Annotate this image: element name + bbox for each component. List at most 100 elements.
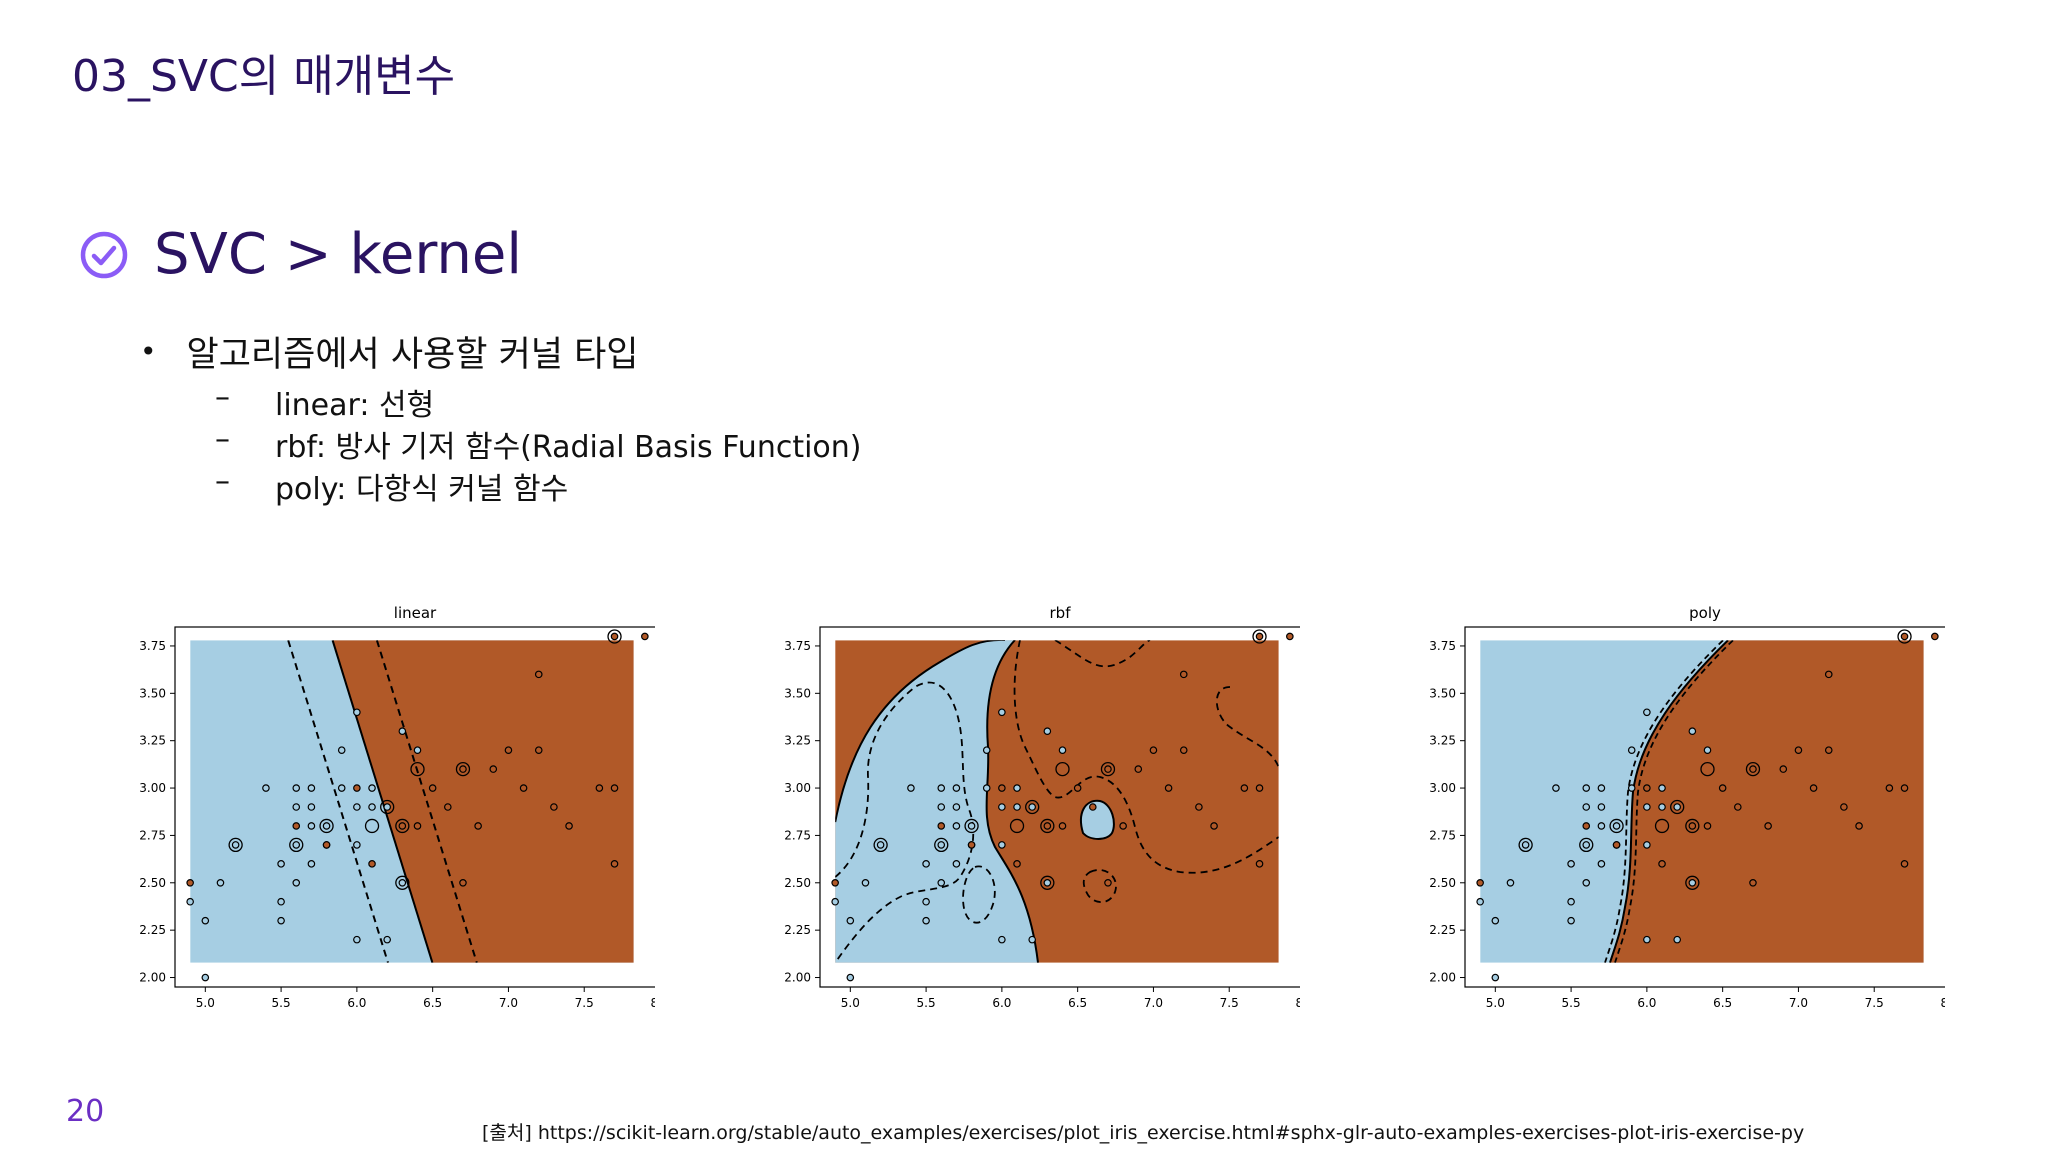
data-point bbox=[534, 670, 543, 679]
support-vector bbox=[289, 837, 304, 853]
data-point bbox=[1476, 878, 1484, 887]
data-point bbox=[1058, 746, 1067, 754]
data-point bbox=[1476, 897, 1484, 906]
data-point bbox=[1491, 973, 1500, 982]
data-point bbox=[337, 746, 346, 754]
chart-title: poly bbox=[1689, 604, 1721, 622]
data-point bbox=[1809, 784, 1818, 792]
data-point bbox=[1703, 746, 1712, 754]
support-vector bbox=[1685, 818, 1700, 834]
data-point bbox=[876, 841, 885, 849]
y-tick-label: 2.75 bbox=[139, 828, 166, 842]
support-vector bbox=[1609, 818, 1624, 834]
data-point bbox=[1643, 708, 1651, 717]
chart-title: linear bbox=[394, 604, 437, 622]
support-vector bbox=[1009, 818, 1025, 834]
data-point bbox=[1627, 746, 1636, 754]
support-vector bbox=[1579, 837, 1594, 853]
dash: – bbox=[215, 422, 230, 457]
y-tick-label: 3.25 bbox=[139, 734, 166, 748]
y-tick-label: 2.75 bbox=[1429, 828, 1456, 842]
data-point bbox=[322, 841, 331, 849]
data-point bbox=[1612, 822, 1621, 830]
data-point bbox=[1794, 746, 1803, 754]
y-axis: 2.00 2.25 2.50 2.75 3.00 3.25 3.50 3.75 bbox=[784, 639, 820, 985]
margin-line bbox=[1082, 869, 1117, 904]
data-point bbox=[831, 897, 839, 906]
data-point bbox=[952, 803, 961, 811]
data-point bbox=[519, 784, 528, 792]
y-axis: 2.00 2.25 2.50 2.75 3.00 3.25 3.50 3.75 bbox=[139, 639, 175, 985]
data-point bbox=[1734, 803, 1742, 811]
x-tick-label: 6.0 bbox=[992, 996, 1011, 1010]
data-point bbox=[550, 803, 558, 811]
support-vector bbox=[410, 761, 425, 777]
section-title: SVC > kernel bbox=[154, 222, 522, 287]
margin-line bbox=[962, 865, 996, 924]
data-point bbox=[383, 935, 391, 944]
data-point bbox=[1900, 860, 1909, 868]
support-vector bbox=[1897, 629, 1912, 644]
x-tick-label: 6.0 bbox=[347, 996, 366, 1010]
data-point bbox=[1240, 784, 1249, 792]
x-tick-label: 6.5 bbox=[1068, 996, 1087, 1010]
support-vector bbox=[1055, 761, 1070, 777]
data-point bbox=[937, 784, 946, 792]
sub-item-rbf: – rbf: 방사 기저 함수(Radial Basis Function) bbox=[215, 422, 862, 466]
chart-poly: poly 5.05.56.06.57.07.58.0 2.002.252.502… bbox=[1429, 604, 1945, 1010]
support-vector bbox=[319, 818, 334, 834]
data-point bbox=[459, 878, 467, 887]
support-vector bbox=[455, 761, 471, 777]
y-tick-label: 2.25 bbox=[784, 923, 811, 937]
data-point bbox=[967, 822, 976, 830]
x-axis: 5.0 5.5 6.0 6.5 7.0 7.5 8.0 bbox=[196, 987, 655, 1010]
data-point bbox=[353, 708, 361, 717]
data-point bbox=[1688, 878, 1697, 887]
data-point bbox=[1688, 727, 1697, 736]
y-tick-label: 2.50 bbox=[784, 876, 811, 890]
data-point bbox=[937, 878, 946, 887]
y-tick-label: 3.50 bbox=[784, 686, 811, 700]
data-point bbox=[1119, 822, 1127, 830]
data-point bbox=[292, 803, 301, 811]
data-point bbox=[1043, 727, 1052, 736]
y-tick-label: 2.50 bbox=[139, 876, 166, 890]
data-point bbox=[1013, 860, 1021, 868]
support-vector bbox=[1700, 761, 1715, 777]
support-vector bbox=[1518, 837, 1533, 853]
data-point bbox=[1043, 822, 1052, 830]
data-point bbox=[1210, 822, 1218, 830]
data-point bbox=[368, 860, 376, 868]
data-point bbox=[1673, 803, 1681, 811]
data-point bbox=[1703, 822, 1712, 830]
y-tick-label: 3.50 bbox=[139, 686, 166, 700]
x-tick-label: 7.5 bbox=[1865, 996, 1884, 1010]
data-point bbox=[952, 784, 961, 792]
data-point bbox=[307, 803, 316, 811]
sub-item-text: linear: 선형 bbox=[275, 388, 435, 423]
section-heading: SVC > kernel bbox=[78, 222, 522, 287]
chart-title: rbf bbox=[1050, 604, 1072, 622]
data-point bbox=[262, 784, 270, 792]
x-axis: 5.0 5.5 6.0 6.5 7.0 7.5 8.0 bbox=[841, 987, 1300, 1010]
data-point bbox=[1149, 746, 1158, 754]
data-point bbox=[982, 784, 991, 792]
x-tick-label: 5.5 bbox=[1562, 996, 1581, 1010]
x-tick-label: 6.5 bbox=[1713, 996, 1732, 1010]
support-vector bbox=[1252, 629, 1267, 644]
data-point bbox=[952, 822, 961, 830]
data-point bbox=[1013, 803, 1021, 811]
y-tick-label: 2.25 bbox=[1429, 923, 1456, 937]
data-point bbox=[1749, 878, 1757, 887]
data-point bbox=[322, 822, 331, 830]
data-point bbox=[534, 746, 543, 754]
x-tick-label: 7.0 bbox=[1144, 996, 1163, 1010]
y-tick-label: 2.50 bbox=[1429, 876, 1456, 890]
sub-item-linear: – linear: 선형 bbox=[215, 380, 434, 424]
support-vectors bbox=[873, 629, 1267, 890]
support-vector bbox=[1025, 799, 1040, 815]
data-point bbox=[277, 860, 285, 868]
data-point bbox=[952, 860, 961, 868]
data-point bbox=[1013, 784, 1021, 792]
data-point bbox=[459, 765, 467, 773]
